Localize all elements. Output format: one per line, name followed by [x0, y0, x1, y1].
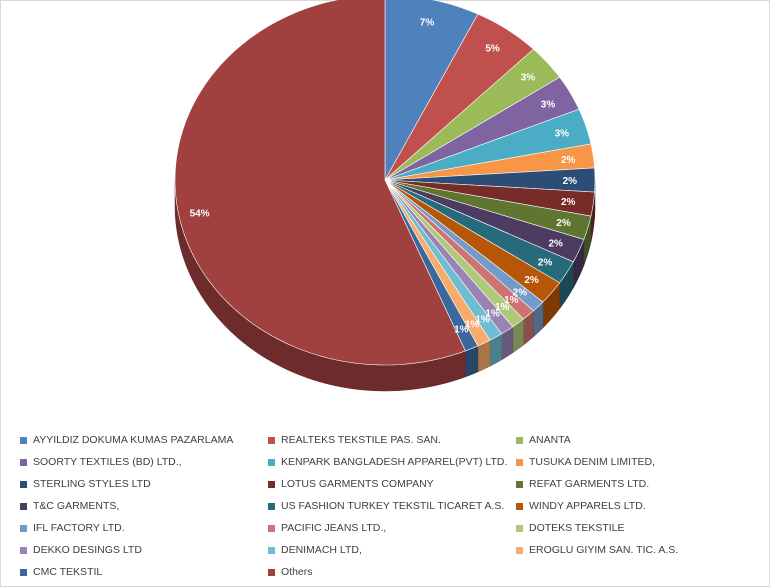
legend-label: STERLING STYLES LTD — [33, 478, 151, 490]
legend-item: STERLING STYLES LTD — [20, 473, 268, 495]
legend-item: PACIFIC JEANS LTD., — [268, 517, 516, 539]
legend-label: KENPARK BANGLADESH APPAREL(PVT) LTD. — [281, 456, 508, 468]
data-label-ananta: 3% — [521, 73, 536, 84]
legend-swatch — [268, 524, 275, 532]
legend-swatch — [516, 436, 523, 444]
legend-item: IFL FACTORY LTD. — [20, 517, 268, 539]
legend-label: REFAT GARMENTS LTD. — [529, 478, 650, 490]
data-label-lotus-garments-company: 2% — [561, 197, 576, 208]
pie-slice-ananta — [384, 48, 561, 181]
legend-label: DOTEKS TEKSTILE — [529, 522, 625, 534]
legend-label: Others — [281, 566, 313, 578]
pie-chart: 7%5%3%3%3%2%2%2%2%2%2%2%2%1%1%1%1%1%1%54… — [174, 0, 596, 392]
data-label-t-c-garments: 2% — [548, 238, 563, 249]
pie-slice-tusuka-denim-limited — [384, 143, 595, 181]
legend-swatch — [516, 458, 523, 466]
legend-swatch — [516, 524, 523, 532]
legend-item: REFAT GARMENTS LTD. — [516, 473, 750, 495]
legend-swatch — [268, 546, 275, 554]
legend-swatch — [20, 480, 27, 488]
legend-swatch — [20, 458, 27, 466]
legend-label: ANANTA — [529, 434, 571, 446]
legend-label: DENIMACH LTD, — [281, 544, 362, 556]
data-labels: 7%5%3%3%3%2%2%2%2%2%2%2%2%1%1%1%1%1%1%54… — [190, 18, 578, 336]
legend-item: CMC TEKSTIL — [20, 561, 268, 583]
legend-swatch — [268, 480, 275, 488]
legend-item: WINDY APPARELS LTD. — [516, 495, 750, 517]
legend-item: US FASHION TURKEY TEKSTIL TICARET A.S. — [268, 495, 516, 517]
legend-item: LOTUS GARMENTS COMPANY — [268, 473, 516, 495]
legend-label: REALTEKS TEKSTILE PAS. SAN. — [281, 434, 441, 446]
legend-item: DENIMACH LTD, — [268, 539, 516, 561]
legend-item: SOORTY TEXTILES (BD) LTD., — [20, 451, 268, 473]
pie-slice-realteks-tekstile-pas-san — [384, 13, 534, 181]
legend-swatch — [20, 502, 27, 510]
pie-slice-us-fashion-turkey-tekstil-ticaret-a-s — [384, 179, 574, 284]
legend-item: TUSUKA DENIM LIMITED, — [516, 451, 750, 473]
legend-label: EROGLU GIYIM SAN. TIC. A.S. — [529, 544, 679, 556]
legend-label: AYYILDIZ DOKUMA KUMAS PAZARLAMA — [33, 434, 234, 446]
data-label-doteks-tekstile: 1% — [495, 302, 510, 313]
pie-slice-soorty-textiles-bd-ltd — [384, 76, 580, 181]
data-label-tusuka-denim-limited: 2% — [561, 155, 576, 166]
data-label-windy-apparels-ltd: 2% — [524, 275, 539, 286]
data-label-ifl-factory-ltd: 2% — [513, 287, 528, 298]
pie-slice-ayyildiz-dokuma-kumas-pazarlama — [384, 0, 479, 182]
legend-swatch — [268, 568, 275, 576]
legend-swatch — [516, 546, 523, 554]
data-label-sterling-styles-ltd: 2% — [563, 176, 578, 187]
legend-label: PACIFIC JEANS LTD., — [281, 522, 387, 534]
data-label-kenpark-bangladesh-apparel-pvt-ltd: 3% — [555, 129, 570, 140]
legend-label: T&C GARMENTS, — [33, 500, 120, 512]
pie-slices — [174, 0, 596, 366]
data-label-dekko-desings-ltd: 1% — [485, 308, 500, 319]
legend-label: IFL FACTORY LTD. — [33, 522, 125, 534]
legend-item: T&C GARMENTS, — [20, 495, 268, 517]
pie-slice-sterling-styles-ltd — [384, 167, 596, 193]
data-label-ayyildiz-dokuma-kumas-pazarlama: 7% — [420, 18, 435, 29]
data-label-pacific-jeans-ltd: 1% — [504, 295, 519, 306]
legend-item: REALTEKS TEKSTILE PAS. SAN. — [268, 429, 516, 451]
pie-side-cmc-tekstil — [465, 345, 479, 378]
data-label-soorty-textiles-bd-ltd: 3% — [541, 99, 556, 110]
legend-item: KENPARK BANGLADESH APPAREL(PVT) LTD. — [268, 451, 516, 473]
legend-swatch — [516, 502, 523, 510]
legend-item: ANANTA — [516, 429, 750, 451]
legend-swatch — [268, 502, 275, 510]
legend-swatch — [268, 458, 275, 466]
legend-swatch — [516, 480, 523, 488]
legend-label: TUSUKA DENIM LIMITED, — [529, 456, 656, 468]
data-label-realteks-tekstile-pas-san: 5% — [485, 44, 500, 55]
legend-item: DOTEKS TEKSTILE — [516, 517, 750, 539]
legend-swatch — [20, 524, 27, 532]
pie-slice-t-c-garments — [384, 179, 585, 263]
data-label-cmc-tekstil: 1% — [454, 324, 469, 335]
legend-swatch — [268, 436, 275, 444]
pie-slice-others — [174, 0, 466, 366]
legend: AYYILDIZ DOKUMA KUMAS PAZARLAMA REALTEKS … — [20, 429, 750, 583]
data-label-refat-garments-ltd: 2% — [556, 218, 571, 229]
legend-label: LOTUS GARMENTS COMPANY — [281, 478, 434, 490]
legend-swatch — [20, 436, 27, 444]
data-label-us-fashion-turkey-tekstil-ticaret-a-s: 2% — [538, 257, 553, 268]
data-label-denimach-ltd: 1% — [475, 314, 490, 325]
legend-item: EROGLU GIYIM SAN. TIC. A.S. — [516, 539, 750, 561]
legend-swatch — [20, 546, 27, 554]
pie-slice-windy-apparels-ltd — [384, 179, 561, 303]
legend-label: WINDY APPARELS LTD. — [529, 500, 646, 512]
data-label-eroglu-giyim-san-tic-a-s: 1% — [465, 320, 480, 331]
legend-item: DEKKO DESINGS LTD — [20, 539, 268, 561]
legend-label: DEKKO DESINGS LTD — [33, 544, 142, 556]
pie-slice-refat-garments-ltd — [384, 179, 592, 240]
pie-slice-kenpark-bangladesh-apparel-pvt-ltd — [384, 108, 592, 181]
legend-swatch — [20, 568, 27, 576]
legend-item: Others — [268, 561, 516, 583]
legend-label: CMC TEKSTIL — [33, 566, 103, 578]
legend-label: US FASHION TURKEY TEKSTIL TICARET A.S. — [281, 500, 505, 512]
legend-label: SOORTY TEXTILES (BD) LTD., — [33, 456, 182, 468]
legend-item: AYYILDIZ DOKUMA KUMAS PAZARLAMA — [20, 429, 268, 451]
data-label-others: 54% — [190, 209, 210, 220]
